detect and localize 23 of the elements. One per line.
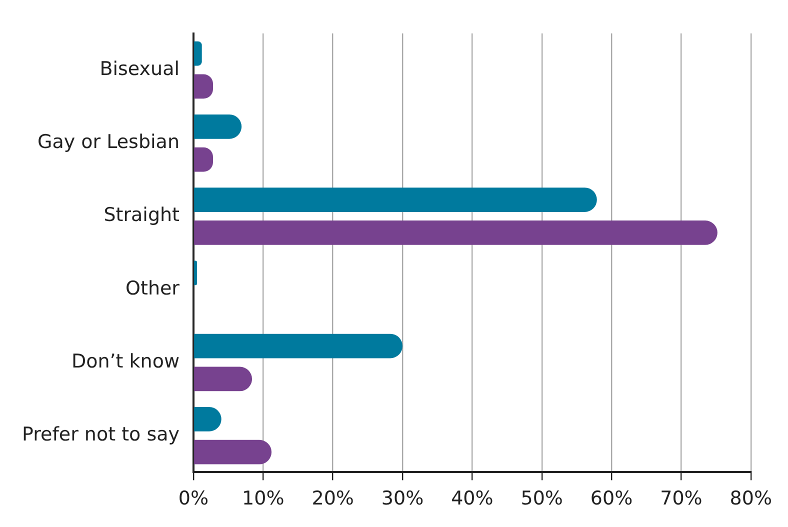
x-tick-label: 30% <box>381 488 424 510</box>
x-tick-label: 0% <box>178 488 209 510</box>
y-tick-label: Gay or Lesbian <box>37 131 180 154</box>
bar <box>194 220 718 245</box>
x-tick-label: 80% <box>730 488 772 510</box>
bar <box>194 41 202 66</box>
y-tick-label: Don’t know <box>71 350 180 372</box>
x-tick-label: 40% <box>451 488 494 510</box>
y-tick-label: Straight <box>104 204 180 226</box>
x-tick-label: 20% <box>312 488 354 510</box>
x-tick-label: 60% <box>590 488 633 510</box>
x-tick-label: 70% <box>660 488 702 510</box>
x-tick-label: 50% <box>520 488 563 510</box>
y-tick-label: Other <box>126 277 180 300</box>
bar <box>194 366 252 392</box>
y-tick-label: Bisexual <box>100 58 180 80</box>
bar <box>194 114 242 139</box>
bar <box>194 260 197 286</box>
x-tick-label: 10% <box>242 488 284 510</box>
y-tick-label: Prefer not to say <box>22 424 180 446</box>
bar <box>194 440 272 464</box>
bar <box>194 188 597 212</box>
bar <box>194 334 403 358</box>
